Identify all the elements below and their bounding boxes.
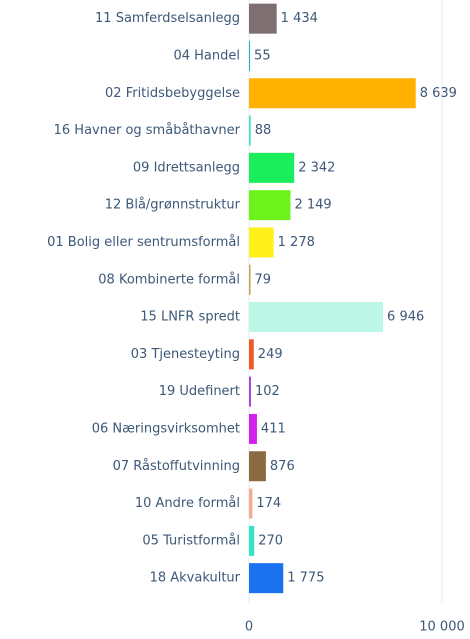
bar (249, 78, 416, 109)
value-label: 1 434 (281, 11, 318, 26)
y-tick-label: 15 LNFR spredt (140, 310, 240, 325)
y-tick-label: 06 Næringsvirksomhet (92, 421, 240, 436)
value-label: 55 (254, 48, 271, 63)
value-label: 2 149 (294, 198, 331, 213)
y-tick-label: 19 Udefinert (159, 384, 240, 399)
value-label: 88 (255, 123, 272, 138)
bar (249, 376, 251, 407)
bar (249, 190, 291, 221)
value-label: 6 946 (387, 310, 424, 325)
y-tick-label: 09 Idrettsanlegg (133, 160, 240, 175)
y-tick-label: 03 Tjenesteyting (131, 347, 240, 362)
bar (249, 3, 277, 34)
bar (249, 451, 266, 482)
value-label: 2 342 (298, 160, 335, 175)
y-tick-label: 04 Handel (173, 48, 240, 63)
bar (249, 302, 384, 333)
value-label: 270 (258, 533, 283, 548)
value-label: 102 (255, 384, 280, 399)
y-tick-label: 07 Råstoffutvinning (113, 459, 240, 474)
y-tick-label: 01 Bolig eller sentrumsformål (47, 235, 240, 250)
x-tick-label: 10 000 (419, 620, 465, 635)
value-label: 411 (261, 421, 286, 436)
bar (249, 115, 251, 146)
bar (249, 339, 254, 370)
value-label: 1 278 (278, 235, 315, 250)
y-tick-label: 12 Blå/grønnstruktur (105, 198, 241, 213)
bar (249, 413, 257, 444)
y-tick-label: 11 Samferdselsanlegg (95, 11, 240, 26)
value-label: 8 639 (420, 86, 457, 101)
value-label: 249 (258, 347, 283, 362)
bar (249, 563, 284, 594)
y-tick-label: 02 Fritidsbebyggelse (105, 86, 240, 101)
bar (249, 264, 251, 295)
bar (249, 227, 274, 258)
value-label: 174 (256, 496, 281, 511)
y-tick-label: 08 Kombinerte formål (98, 272, 240, 287)
bar (249, 488, 253, 519)
y-tick-label: 16 Havner og småbåthavner (54, 123, 241, 138)
y-tick-label: 05 Turistformål (142, 533, 240, 548)
value-label: 79 (255, 272, 272, 287)
y-tick-label: 18 Akvakultur (150, 571, 241, 586)
y-tick-label: 10 Andre formål (135, 496, 240, 511)
value-label: 1 775 (287, 571, 324, 586)
x-tick-label: 0 (245, 620, 253, 635)
bar (249, 40, 251, 71)
value-label: 876 (270, 459, 295, 474)
bar (249, 525, 255, 556)
bar (249, 152, 295, 183)
